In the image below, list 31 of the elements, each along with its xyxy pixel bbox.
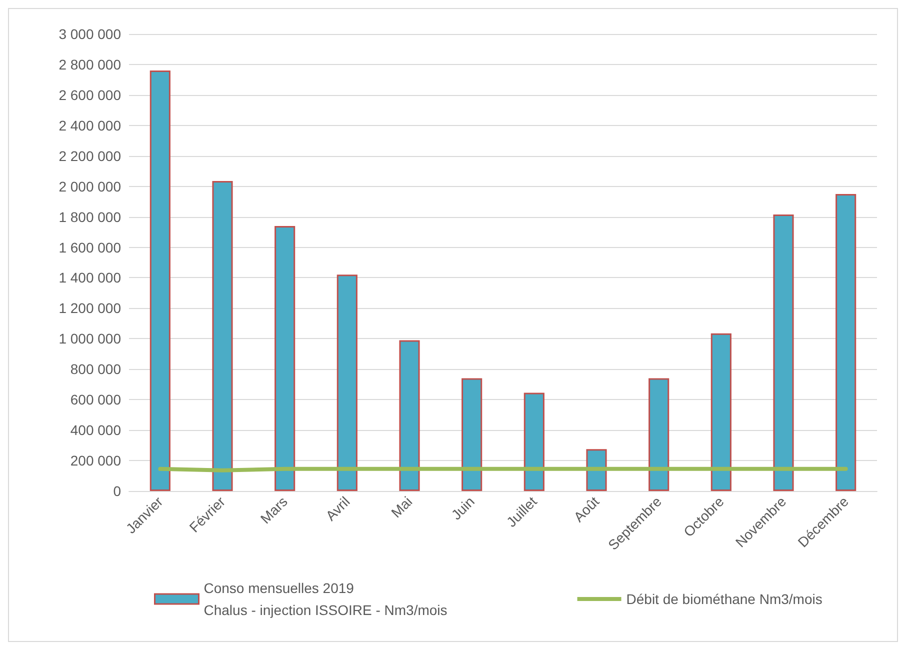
x-tick-label: Mai — [388, 493, 416, 521]
bar — [710, 333, 732, 491]
legend-label: Débit de biométhane Nm3/mois — [626, 591, 822, 607]
bar — [524, 392, 544, 491]
y-tick-label: 1 000 000 — [58, 330, 122, 347]
bar — [648, 378, 670, 491]
y-tick-label: 1 600 000 — [58, 239, 122, 256]
y-tick-label: 2 200 000 — [58, 148, 122, 164]
y-tick-label: 1 200 000 — [58, 300, 122, 316]
y-tick-label: 0 — [113, 483, 122, 499]
y-tick-label: 400 000 — [70, 422, 122, 438]
bar — [150, 70, 170, 491]
y-tick-label: 600 000 — [70, 392, 122, 408]
y-tick-label: 800 000 — [70, 361, 122, 378]
y-tick-label: 2 400 000 — [58, 117, 122, 134]
bar — [274, 226, 296, 491]
y-tick-label: 2 600 000 — [58, 86, 122, 103]
y-tick-label: 2 000 000 — [58, 178, 122, 194]
bar — [399, 340, 420, 491]
y-tick-label: 3 000 000 — [58, 26, 122, 42]
legend-label: Conso mensuelles 2019 Chalus - injection ISSOIRE - Nm3/mois — [204, 580, 448, 618]
y-tick-label: 200 000 — [70, 452, 122, 469]
bar — [336, 274, 358, 491]
x-tick-label: Juin — [448, 493, 478, 523]
bar — [773, 214, 794, 491]
y-tick-label: 2 800 000 — [58, 56, 122, 72]
bar — [836, 194, 856, 491]
bar — [212, 181, 233, 491]
bar — [462, 378, 482, 491]
y-tick-label: 1 800 000 — [58, 208, 122, 225]
y-tick-label: 1 400 000 — [58, 270, 122, 286]
